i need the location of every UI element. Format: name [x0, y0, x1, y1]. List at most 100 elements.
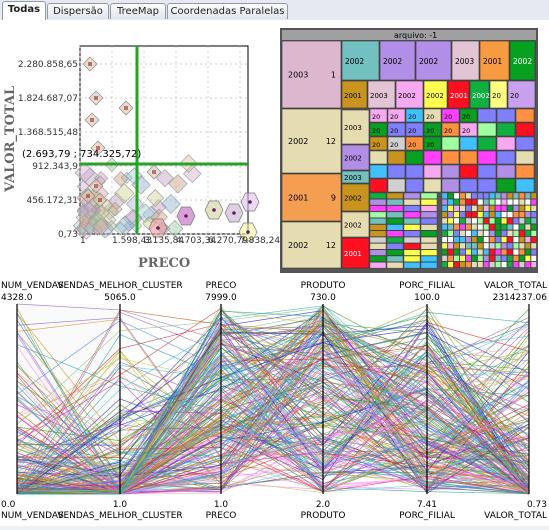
treemap-cell[interactable]: [478, 218, 483, 224]
treemap-cell[interactable]: [495, 231, 500, 237]
treemap-cell[interactable]: [525, 218, 530, 224]
treemap-cell[interactable]: [497, 123, 515, 136]
treemap-cell[interactable]: [484, 256, 489, 262]
treemap-cell[interactable]: [484, 262, 489, 268]
treemap-cell[interactable]: [531, 231, 536, 237]
treemap-cell[interactable]: [442, 237, 447, 243]
treemap-cell[interactable]: [404, 225, 420, 231]
treemap-cell[interactable]: [472, 224, 477, 230]
treemap-cell[interactable]: [454, 212, 459, 218]
tab-todas[interactable]: Todas: [2, 1, 46, 20]
treemap-cell[interactable]: [484, 218, 489, 224]
treemap-cell[interactable]: [421, 199, 437, 205]
treemap-cell[interactable]: [501, 224, 506, 230]
treemap-cell[interactable]: [513, 231, 518, 237]
treemap-cell[interactable]: [404, 212, 420, 218]
treemap-cell[interactable]: [370, 206, 386, 212]
treemap-cell[interactable]: [370, 262, 386, 268]
treemap-cell[interactable]: [472, 249, 477, 255]
treemap-cell[interactable]: [370, 231, 386, 237]
treemap-cell[interactable]: [495, 256, 500, 262]
treemap-cell[interactable]: [501, 243, 506, 249]
treemap-cell[interactable]: [460, 206, 465, 212]
treemap-cell[interactable]: [421, 256, 437, 262]
treemap-cell[interactable]: [472, 206, 477, 212]
treemap-cell[interactable]: [460, 218, 465, 224]
treemap-cell[interactable]: [516, 165, 534, 178]
treemap-cell[interactable]: [406, 165, 423, 178]
treemap-cell[interactable]: [501, 237, 506, 243]
treemap-cell[interactable]: [454, 256, 459, 262]
treemap-cell[interactable]: [478, 179, 496, 192]
treemap-cell[interactable]: [513, 256, 518, 262]
treemap-cell[interactable]: [387, 206, 403, 212]
treemap-cell[interactable]: [421, 193, 437, 199]
treemap-cell[interactable]: [460, 243, 465, 249]
treemap-cell[interactable]: [460, 165, 477, 178]
treemap-cell[interactable]: [388, 179, 405, 192]
treemap-cell[interactable]: [478, 262, 483, 268]
treemap-cell[interactable]: [525, 193, 530, 199]
treemap-cell[interactable]: [519, 262, 524, 268]
treemap-cell[interactable]: [454, 193, 459, 199]
treemap-cell[interactable]: [531, 237, 536, 243]
treemap-cell[interactable]: [519, 212, 524, 218]
treemap-cell[interactable]: [387, 237, 403, 243]
treemap-cell[interactable]: [442, 193, 447, 199]
treemap-cell[interactable]: [448, 224, 453, 230]
treemap-cell[interactable]: [370, 250, 386, 256]
treemap-cell[interactable]: [421, 243, 437, 249]
treemap-cell[interactable]: [466, 206, 471, 212]
treemap-cell[interactable]: [448, 237, 453, 243]
treemap-cell[interactable]: [519, 231, 524, 237]
treemap-cell[interactable]: [478, 123, 496, 136]
treemap-cell[interactable]: [424, 165, 441, 178]
treemap-cell[interactable]: [478, 206, 483, 212]
treemap-cell[interactable]: [370, 225, 386, 231]
treemap-cell[interactable]: [448, 199, 453, 205]
treemap-cell[interactable]: [501, 256, 506, 262]
treemap-cell[interactable]: [525, 212, 530, 218]
treemap-cell[interactable]: [454, 262, 459, 268]
parallel-coordinates[interactable]: NUM_VENDAS 4328.0 0.0 NUM_VENDAS VENDAS_MELH…: [0, 276, 549, 526]
treemap-cell[interactable]: [507, 249, 512, 255]
treemap-cell[interactable]: [478, 165, 496, 178]
treemap-cell[interactable]: [513, 212, 518, 218]
treemap-cell[interactable]: [525, 249, 530, 255]
treemap-cell[interactable]: [501, 231, 506, 237]
treemap-cell[interactable]: [484, 193, 489, 199]
treemap-cell[interactable]: [516, 109, 534, 122]
treemap-cell[interactable]: [404, 206, 420, 212]
treemap-cell[interactable]: [370, 212, 386, 218]
treemap-cell[interactable]: [442, 212, 447, 218]
treemap-cell[interactable]: [424, 151, 441, 164]
treemap-cell[interactable]: [387, 262, 403, 268]
treemap-cell[interactable]: [404, 250, 420, 256]
treemap-cell[interactable]: [454, 249, 459, 255]
treemap-cell[interactable]: [460, 199, 465, 205]
treemap-cell[interactable]: [404, 193, 420, 199]
treemap-cell[interactable]: [454, 224, 459, 230]
treemap-cell[interactable]: [495, 206, 500, 212]
treemap-cell[interactable]: [519, 193, 524, 199]
treemap-cell[interactable]: [495, 218, 500, 224]
treemap-cell[interactable]: [454, 231, 459, 237]
treemap-cell[interactable]: [478, 212, 483, 218]
treemap-cell[interactable]: [497, 151, 515, 164]
treemap-cell[interactable]: [421, 231, 437, 237]
tab-dispersao[interactable]: Dispersão: [47, 3, 109, 19]
treemap-cell[interactable]: [507, 243, 512, 249]
treemap-cell[interactable]: [421, 237, 437, 243]
treemap-cell[interactable]: [387, 218, 403, 224]
treemap-cell[interactable]: [495, 243, 500, 249]
treemap-cell[interactable]: [370, 193, 386, 199]
treemap-cell[interactable]: [472, 199, 477, 205]
treemap-cell[interactable]: [519, 218, 524, 224]
treemap-cell[interactable]: [478, 193, 483, 199]
treemap-cell[interactable]: [460, 193, 465, 199]
treemap-cell[interactable]: [490, 224, 495, 230]
treemap-cell[interactable]: [404, 231, 420, 237]
treemap-cell[interactable]: [513, 243, 518, 249]
treemap-cell[interactable]: [507, 231, 512, 237]
treemap-cell[interactable]: [472, 231, 477, 237]
